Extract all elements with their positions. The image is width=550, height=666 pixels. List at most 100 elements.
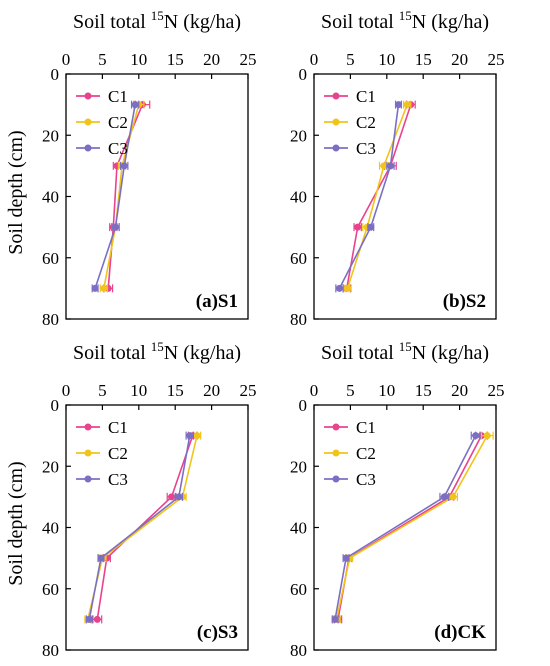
legend-label-c3: C3 bbox=[108, 470, 128, 489]
y-tick-label: 80 bbox=[42, 641, 59, 660]
y-tick-label: 0 bbox=[299, 396, 308, 415]
y-tick-label: 40 bbox=[42, 188, 59, 207]
x-axis-title-sup: 15 bbox=[151, 8, 164, 23]
data-point-c3 bbox=[386, 162, 394, 170]
legend-marker-c2 bbox=[332, 118, 340, 126]
x-axis-title-prefix: Soil total bbox=[73, 11, 151, 33]
data-point-c2 bbox=[403, 101, 411, 109]
series-c1 bbox=[342, 100, 416, 293]
data-point-c3 bbox=[91, 284, 99, 292]
y-tick-label: 60 bbox=[42, 580, 59, 599]
x-axis-title-suffix: N (kg/ha) bbox=[164, 342, 241, 364]
series-line-c3 bbox=[94, 104, 136, 289]
x-tick-label: 25 bbox=[488, 50, 505, 69]
x-axis-title-sup: 15 bbox=[399, 8, 412, 23]
data-point-c3 bbox=[472, 432, 480, 440]
series-line-c2 bbox=[346, 104, 408, 289]
legend-marker-c1 bbox=[84, 423, 92, 431]
x-tick-label: 25 bbox=[240, 50, 257, 69]
data-point-c3 bbox=[131, 101, 139, 109]
data-point-c2 bbox=[380, 162, 388, 170]
x-axis-title-suffix: N (kg/ha) bbox=[412, 342, 489, 364]
data-point-c3 bbox=[112, 223, 120, 231]
x-axis-title-suffix: N (kg/ha) bbox=[164, 11, 241, 33]
y-tick-label: 40 bbox=[42, 519, 59, 538]
data-point-c2 bbox=[449, 493, 457, 501]
x-tick-label: 15 bbox=[415, 50, 432, 69]
legend-label-c1: C1 bbox=[356, 418, 376, 437]
y-axis-label: Soil depth (cm) bbox=[5, 461, 27, 585]
data-point-c3 bbox=[394, 101, 402, 109]
legend-label-c1: C1 bbox=[356, 87, 376, 106]
x-tick-label: 5 bbox=[346, 381, 355, 400]
y-tick-label: 20 bbox=[290, 126, 307, 145]
data-point-c3 bbox=[342, 554, 350, 562]
legend-marker-c1 bbox=[332, 423, 340, 431]
legend-marker-c1 bbox=[332, 92, 340, 100]
x-tick-label: 15 bbox=[415, 381, 432, 400]
plot-frame bbox=[313, 404, 497, 651]
x-tick-label: 0 bbox=[62, 381, 71, 400]
x-axis-title: Soil total 15N (kg/ha) bbox=[73, 339, 241, 364]
panel-c: Soil total 15N (kg/ha)0 5 10 15 20 2502040608… bbox=[5, 339, 257, 660]
y-tick-label: 0 bbox=[51, 65, 60, 84]
x-tick-label: 5 bbox=[98, 50, 107, 69]
data-point-c2 bbox=[100, 284, 108, 292]
data-point-c3 bbox=[367, 223, 375, 231]
series-line-c2 bbox=[103, 104, 140, 289]
x-axis-title-sup: 15 bbox=[399, 339, 412, 354]
series-c3 bbox=[335, 100, 402, 293]
x-axis-title-prefix: Soil total bbox=[321, 11, 399, 33]
y-tick-label: 80 bbox=[290, 310, 307, 329]
legend-label-c2: C2 bbox=[108, 444, 128, 463]
series-line-c2 bbox=[335, 435, 488, 620]
series-c3 bbox=[331, 431, 481, 624]
legend-label-c1: C1 bbox=[108, 87, 128, 106]
data-point-c2 bbox=[343, 284, 351, 292]
panel-label: (d)CK bbox=[434, 622, 486, 643]
y-tick-label: 40 bbox=[290, 188, 307, 207]
legend-label-c1: C1 bbox=[108, 418, 128, 437]
y-tick-label: 60 bbox=[42, 249, 59, 268]
x-tick-label: 15 bbox=[167, 381, 184, 400]
legend: C1 C2 C3 bbox=[324, 87, 376, 158]
panel-a: Soil total 15N (kg/ha)0 5 10 15 20 2502040608… bbox=[5, 8, 257, 329]
panel-label: (b)S2 bbox=[443, 291, 486, 312]
data-point-c1 bbox=[93, 615, 101, 623]
series-c3 bbox=[85, 431, 194, 624]
plot-frame bbox=[65, 404, 249, 651]
data-point-c2 bbox=[193, 432, 201, 440]
series-line-c3 bbox=[338, 104, 400, 289]
data-point-c1 bbox=[168, 493, 176, 501]
panel-label: (c)S3 bbox=[197, 622, 238, 643]
panel-b: Soil total 15N (kg/ha)0 5 10 15 20 2502040608… bbox=[290, 8, 505, 329]
series-line-c1 bbox=[337, 435, 483, 620]
y-tick-label: 60 bbox=[290, 249, 307, 268]
y-tick-label: 60 bbox=[290, 580, 307, 599]
legend-marker-c3 bbox=[84, 475, 92, 483]
series-line-c1 bbox=[107, 104, 144, 289]
x-tick-label: 25 bbox=[240, 381, 257, 400]
x-tick-label: 0 bbox=[310, 381, 319, 400]
series-line-c2 bbox=[87, 435, 198, 620]
x-tick-label: 5 bbox=[98, 381, 107, 400]
data-point-c3 bbox=[97, 554, 105, 562]
legend-marker-c3 bbox=[332, 144, 340, 152]
legend-label-c3: C3 bbox=[356, 470, 376, 489]
y-tick-label: 40 bbox=[290, 519, 307, 538]
legend-marker-c3 bbox=[84, 144, 92, 152]
panel-d: Soil total 15N (kg/ha)0 5 10 15 20 2502040608… bbox=[290, 339, 505, 660]
legend: C1 C2 C3 bbox=[76, 418, 128, 489]
data-point-c3 bbox=[331, 615, 339, 623]
x-tick-label: 20 bbox=[203, 381, 220, 400]
data-point-c3 bbox=[186, 432, 194, 440]
legend-label-c3: C3 bbox=[356, 139, 376, 158]
y-tick-label: 20 bbox=[42, 126, 59, 145]
x-axis-title-prefix: Soil total bbox=[73, 342, 151, 364]
series-line-c1 bbox=[345, 104, 412, 289]
plot-frame bbox=[65, 73, 249, 320]
y-tick-label: 0 bbox=[299, 65, 308, 84]
y-tick-label: 0 bbox=[51, 396, 60, 415]
x-axis-title: Soil total 15N (kg/ha) bbox=[73, 8, 241, 33]
data-point-c3 bbox=[440, 493, 448, 501]
